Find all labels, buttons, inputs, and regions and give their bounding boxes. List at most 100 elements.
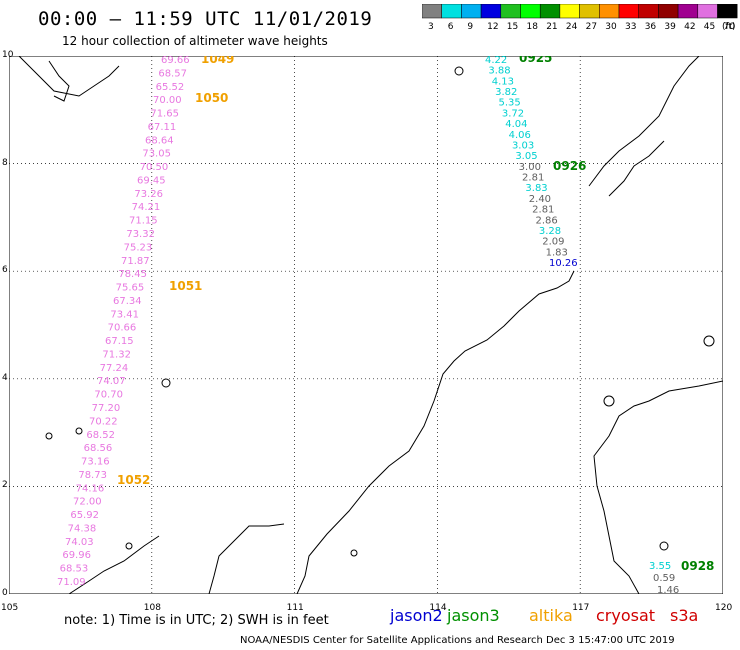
jason3-swh-value: 1.83 bbox=[546, 247, 568, 258]
colorbar-tick-label: 12 bbox=[487, 22, 499, 32]
swh-labels: 69.66 68.57 65.52 70.00 71.65 67.11 68.64 73.05… bbox=[57, 56, 714, 594]
island bbox=[75, 427, 83, 435]
altika-swh-value: 78.73 bbox=[78, 470, 107, 481]
y-tick-label: 0 bbox=[2, 588, 8, 598]
altika-swh-value: 74.07 bbox=[97, 376, 126, 387]
altika-swh-value: 69.66 bbox=[161, 56, 190, 66]
colorbar-tick-label: 9 bbox=[467, 22, 474, 32]
pass-label: 0926 bbox=[553, 159, 586, 173]
satellite-legend-jason3: jason3 bbox=[447, 606, 500, 625]
coastline-philippines bbox=[588, 56, 700, 187]
figure-title: 00:00 – 11:59 UTC 11/01/2019 bbox=[38, 8, 373, 30]
colorbar-tick-label: 30 bbox=[605, 22, 617, 32]
altika-swh-value: 68.64 bbox=[145, 135, 174, 146]
jason3-swh-value: 4.22 bbox=[485, 56, 507, 66]
altika-swh-value: 65.52 bbox=[156, 82, 185, 93]
altika-swh-value: 69.45 bbox=[137, 175, 166, 186]
jason3-swh-value: 3.82 bbox=[495, 87, 517, 98]
altika-swh-value: 71.32 bbox=[102, 349, 131, 360]
y-tick-label: 2 bbox=[2, 480, 8, 491]
colorbar-tick-label: 33 bbox=[625, 22, 637, 32]
island bbox=[603, 395, 615, 407]
figure-note: note: 1) Time is in UTC; 2) SWH is in fe… bbox=[64, 613, 329, 628]
colorbar-tick-label: 45 bbox=[703, 22, 716, 32]
altika-swh-value: 75.65 bbox=[116, 283, 145, 294]
jason3-swh-value: 3.83 bbox=[525, 183, 547, 194]
altika-swh-value: 70.00 bbox=[153, 95, 182, 106]
colorbar-swatch bbox=[441, 4, 462, 19]
altika-swh-value: 77.24 bbox=[100, 363, 129, 374]
island bbox=[45, 432, 53, 440]
coastline-malay bbox=[208, 523, 285, 594]
colorbar-tick-label: 3 bbox=[428, 22, 434, 32]
jason3-swh-value: 3.88 bbox=[488, 66, 510, 77]
pass-label: 0928 bbox=[681, 559, 714, 573]
island bbox=[659, 541, 669, 551]
jason3-swh-value: 5.35 bbox=[498, 98, 520, 109]
colorbar-swatch bbox=[520, 4, 541, 19]
satellite-legend-cryosat: cryosat bbox=[596, 606, 656, 625]
island bbox=[703, 335, 715, 347]
colorbar-swatch bbox=[422, 4, 442, 19]
altika-swh-value: 70.50 bbox=[140, 162, 169, 173]
colorbar-tick-label: (ft) bbox=[722, 22, 736, 32]
altika-swh-value: 73.32 bbox=[126, 229, 155, 240]
island bbox=[125, 542, 133, 550]
altika-swh-value: 70.66 bbox=[108, 323, 137, 334]
altika-swh-value: 70.22 bbox=[89, 416, 118, 427]
altika-swh-value: 67.15 bbox=[105, 336, 134, 347]
colorbar-swatch bbox=[658, 4, 679, 19]
figure-footer: NOAA/NESDIS Center for Satellite Applica… bbox=[240, 635, 675, 646]
colorbar-tick-label: 24 bbox=[565, 22, 578, 32]
coastline-top-left bbox=[18, 56, 120, 97]
altika-swh-value: 69.96 bbox=[62, 550, 91, 561]
pass-label: 0925 bbox=[519, 56, 552, 65]
altika-swh-value: 75.23 bbox=[124, 242, 153, 253]
colorbar-swatch bbox=[677, 4, 699, 19]
jason3-swh-value: 4.04 bbox=[505, 119, 527, 130]
altika-swh-value: 78.45 bbox=[118, 269, 147, 280]
swh-value-0928: 0.59 bbox=[653, 573, 675, 584]
y-tick-label: 8 bbox=[2, 157, 8, 168]
altika-swh-value: 73.41 bbox=[110, 309, 139, 320]
x-tick-label: 105 bbox=[1, 603, 19, 613]
colorbar-swatch bbox=[579, 4, 600, 19]
swh-value-0928: 1.46 bbox=[657, 585, 679, 594]
altika-swh-value: 68.57 bbox=[158, 68, 187, 79]
wave-height-colorbar bbox=[422, 4, 738, 19]
altika-swh-value: 67.34 bbox=[113, 296, 142, 307]
jason3-swh-value: 2.09 bbox=[542, 237, 564, 248]
altika-swh-value: 74.16 bbox=[76, 483, 105, 494]
colorbar-swatch bbox=[461, 4, 482, 19]
y-tick-label: 10 bbox=[2, 50, 14, 60]
y-tick-label: 6 bbox=[2, 265, 8, 276]
altika-swh-value: 68.53 bbox=[60, 564, 89, 575]
map-plot-area: 69.66 68.57 65.52 70.00 71.65 67.11 68.64 73.05… bbox=[9, 56, 723, 594]
altika-swh-value: 71.87 bbox=[121, 256, 150, 267]
altika-swh-value: 74.21 bbox=[132, 202, 161, 213]
altika-swh-value: 68.56 bbox=[84, 443, 113, 454]
island bbox=[161, 378, 171, 388]
x-tick-label: 117 bbox=[572, 603, 590, 613]
pass-label: 1051 bbox=[169, 279, 202, 293]
jason3-swh-value: 10.26 bbox=[549, 258, 578, 269]
pass-label: 1050 bbox=[195, 91, 228, 105]
colorbar-swatch bbox=[480, 4, 502, 19]
colorbar-tick-label: 36 bbox=[644, 22, 657, 32]
altika-swh-value: 65.92 bbox=[70, 510, 99, 521]
pass-label: 1049 bbox=[201, 56, 234, 66]
colorbar-tick-label: 6 bbox=[447, 22, 454, 32]
colorbar-swatch bbox=[500, 4, 521, 19]
altika-swh-value: 68.52 bbox=[86, 430, 115, 441]
altika-swh-value: 71.15 bbox=[129, 216, 158, 227]
colorbar-swatch bbox=[559, 4, 580, 19]
jason3-swh-value: 3.72 bbox=[502, 108, 524, 119]
x-tick-label: 114 bbox=[429, 603, 447, 613]
colorbar-swatch bbox=[618, 4, 639, 19]
jason3-swh-value: 3.03 bbox=[512, 140, 534, 151]
altika-swh-value: 71.65 bbox=[150, 109, 179, 120]
figure-subtitle: 12 hour collection of altimeter wave hei… bbox=[62, 34, 328, 48]
island bbox=[350, 549, 358, 557]
satellite-legend-jason2: jason2 bbox=[390, 606, 443, 625]
altika-swh-value: 74.03 bbox=[65, 537, 94, 548]
